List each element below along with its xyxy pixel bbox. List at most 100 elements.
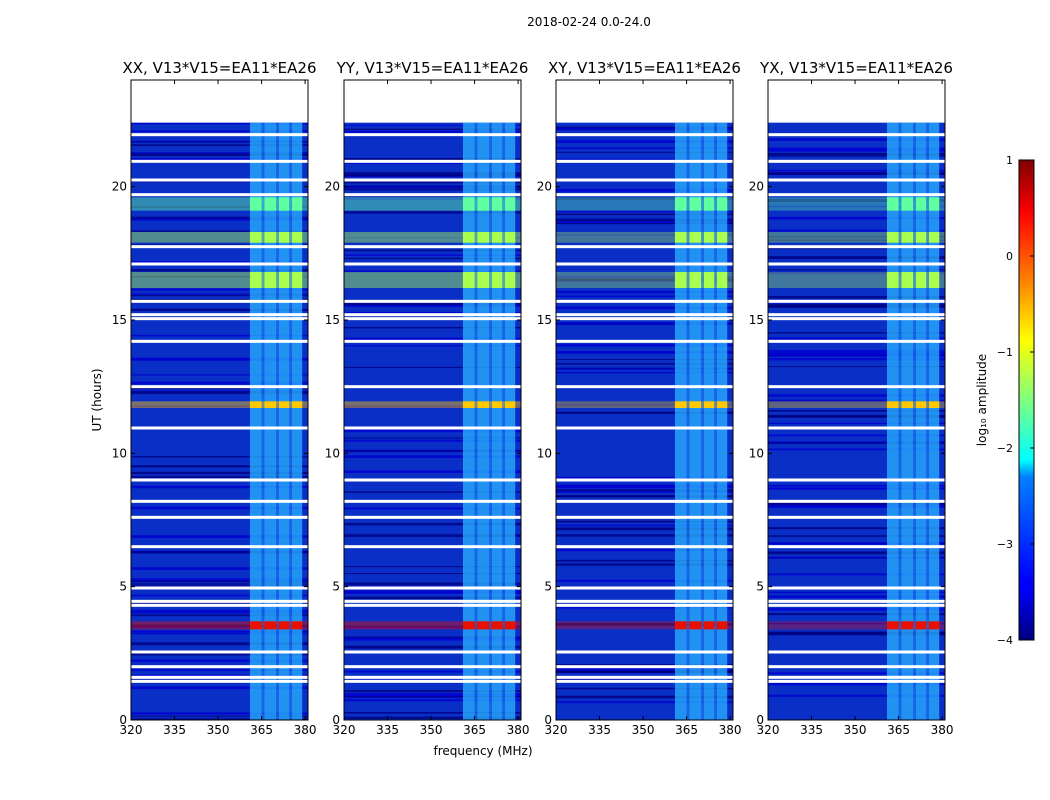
- rfi-burst-cell: [886, 232, 899, 243]
- y-tick-label: 20: [325, 180, 340, 194]
- rfi-band: [249, 122, 303, 720]
- x-tick-label: 380: [294, 723, 317, 737]
- rfi-burst-cell: [717, 621, 728, 630]
- colorbar-label: log₁₀ amplitude: [975, 354, 989, 446]
- flagged-gap: [768, 599, 945, 603]
- noise-stripe: [344, 172, 521, 175]
- noise-stripe: [768, 551, 945, 555]
- rfi-burst: [556, 232, 733, 243]
- rfi-burst-cell: [674, 232, 687, 243]
- flagged-gap: [131, 178, 308, 182]
- noise-stripe: [131, 578, 308, 581]
- noise-stripe: [556, 351, 733, 353]
- noise-stripe: [344, 270, 521, 273]
- flagged-gap: [768, 299, 945, 303]
- rfi-band: [462, 122, 516, 720]
- noise-stripe: [768, 694, 945, 697]
- rfi-burst: [131, 272, 308, 288]
- noise-stripe: [131, 624, 308, 627]
- noise-stripe: [131, 536, 308, 539]
- noise-stripe: [768, 632, 945, 636]
- noise-stripe: [131, 506, 308, 510]
- colorbar-tick-label: −2: [997, 442, 1013, 455]
- flagged-gap: [556, 545, 733, 549]
- x-tick-label: 380: [719, 723, 742, 737]
- colorbar-tick-label: −4: [997, 634, 1013, 647]
- noise-stripe: [131, 218, 308, 221]
- flagged-gap: [344, 262, 521, 266]
- figure-suptitle: 2018-02-24 0.0-24.0: [527, 15, 651, 29]
- rfi-burst: [768, 401, 945, 408]
- noise-stripe: [131, 153, 308, 157]
- noise-stripe: [344, 429, 521, 433]
- rfi-burst-cell: [278, 621, 290, 630]
- x-tick-label: 320: [757, 723, 780, 737]
- rfi-burst-cell: [491, 401, 503, 408]
- rfi-burst: [344, 401, 521, 408]
- flagged-gap: [556, 515, 733, 519]
- noise-stripe: [768, 608, 945, 611]
- noise-stripe: [344, 437, 521, 439]
- flagged-gap: [768, 245, 945, 249]
- noise-stripe: [556, 295, 733, 298]
- flagged-gap: [131, 299, 308, 303]
- noise-stripe: [344, 197, 521, 201]
- flagged-gap: [344, 178, 521, 182]
- colorbar: 1 0 −1 −2 −3 −4 log₁₀ amplitude: [975, 154, 1035, 647]
- noise-stripe: [344, 670, 521, 673]
- noise-stripe: [768, 169, 945, 172]
- rfi-burst: [131, 232, 308, 243]
- flagged-gap: [768, 499, 945, 503]
- noise-stripe: [344, 211, 521, 214]
- rfi-burst-cell: [901, 197, 914, 211]
- x-tick-label: 350: [420, 723, 443, 737]
- rfi-burst-cell: [278, 401, 290, 408]
- noise-stripe: [556, 520, 733, 523]
- y-tick-label: 15: [112, 313, 127, 327]
- flagged-gap: [556, 339, 733, 343]
- rfi-burst-cell: [249, 272, 262, 288]
- flagged-gap: [556, 133, 733, 137]
- noise-stripe: [556, 670, 733, 673]
- rfi-burst: [131, 401, 308, 408]
- rfi-burst-cell: [292, 197, 303, 211]
- rfi-burst-cell: [901, 401, 914, 408]
- noise-stripe: [344, 450, 521, 452]
- flagged-gap: [768, 650, 945, 654]
- panel-yy: YY, V13*V15=EA11*EA26 320 335 350 365 380 0 5 10…: [325, 59, 530, 737]
- rfi-burst-cell: [689, 197, 702, 211]
- x-tick-label: 335: [163, 723, 186, 737]
- y-tick-label: 15: [749, 313, 764, 327]
- flagged-gap: [556, 193, 733, 197]
- y-tick-label: 20: [749, 180, 764, 194]
- noise-stripe: [556, 606, 733, 609]
- rfi-burst-cell: [278, 197, 290, 211]
- noise-stripe: [131, 130, 308, 133]
- noise-stripe: [556, 371, 733, 374]
- rfi-burst-cell: [674, 272, 687, 288]
- rfi-subband: [462, 122, 475, 720]
- rfi-burst-cell: [462, 401, 475, 408]
- rfi-burst-cell: [886, 272, 899, 288]
- rfi-burst-cell: [264, 621, 277, 630]
- rfi-burst-cell: [929, 272, 940, 288]
- noise-stripe: [344, 128, 521, 130]
- noise-stripe: [131, 288, 308, 291]
- y-tick-label: 5: [756, 580, 764, 594]
- noise-stripe: [556, 559, 733, 562]
- noise-stripe: [768, 296, 945, 299]
- flagged-gap: [556, 299, 733, 303]
- rfi-burst-cell: [249, 401, 262, 408]
- noise-stripe: [556, 411, 733, 414]
- noise-stripe: [131, 642, 308, 646]
- noise-stripe: [768, 672, 945, 675]
- flagged-gap: [344, 679, 521, 683]
- noise-stripe: [556, 221, 733, 224]
- flagged-gap: [768, 317, 945, 321]
- rfi-band: [886, 122, 940, 720]
- noise-stripe: [131, 712, 308, 715]
- panel-yx: YX, V13*V15=EA11*EA26 320 335 350 365 380 0 5 10…: [749, 59, 954, 737]
- noise-stripe: [556, 158, 733, 160]
- rfi-burst: [768, 621, 945, 630]
- noise-stripe: [768, 305, 945, 307]
